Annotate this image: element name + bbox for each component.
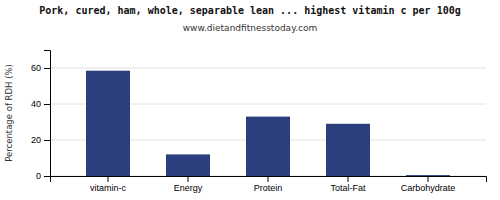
x-tick-label: Carbohydrate (401, 183, 456, 193)
x-tick: Total-Fat (330, 176, 366, 193)
x-tick-label: Energy (174, 183, 203, 193)
bar (246, 117, 290, 176)
x-axis: vitamin-c Energy Protein Total-Fat Carbohydr… (51, 176, 487, 193)
y-tick-label: 20 (31, 135, 41, 145)
x-tick-mark (428, 176, 429, 182)
y-tick: 20 (31, 135, 50, 145)
bar (86, 71, 130, 176)
y-tick: 0 (36, 171, 50, 181)
x-tick-mark (188, 176, 189, 182)
x-tick-mark (108, 176, 109, 182)
x-tick: Energy (174, 176, 203, 193)
y-tick-mark (44, 140, 50, 141)
subtitle: www.dietandfitnesstoday.com (183, 23, 318, 33)
grid (50, 68, 486, 176)
y-tick-mark (44, 176, 50, 177)
x-tick-label: vitamin-c (90, 183, 127, 193)
plot: vitamin-c Energy Protein Total-Fat Carbohydr… (31, 51, 487, 194)
y-tick-mark (44, 104, 50, 105)
x-tick: vitamin-c (90, 176, 127, 193)
y-tick: 40 (31, 99, 50, 109)
x-tick: Protein (254, 176, 283, 193)
x-axis-line (51, 177, 487, 183)
y-tick-label: 0 (36, 171, 41, 181)
y-tick-label: 40 (31, 99, 41, 109)
y-tick-mark (44, 68, 50, 69)
chart: Pork, cured, ham, whole, separable lean … (0, 0, 500, 200)
x-tick-label: Total-Fat (330, 183, 366, 193)
title: Pork, cured, ham, whole, separable lean … (39, 5, 460, 16)
y-axis-title: Percentage of RDH (%) (4, 64, 14, 162)
bar (406, 175, 450, 176)
x-tick-label: Protein (254, 183, 283, 193)
bar (326, 124, 370, 176)
bar (166, 154, 210, 176)
x-tick-mark (268, 176, 269, 182)
y-axis: 0 20 40 60 (31, 51, 51, 182)
bars (86, 71, 450, 176)
x-tick: Carbohydrate (401, 176, 456, 193)
y-tick: 60 (31, 63, 50, 73)
y-tick-label: 60 (31, 63, 41, 73)
grid-line (50, 68, 486, 69)
y-axis-line (44, 51, 51, 177)
x-tick-mark (348, 176, 349, 182)
